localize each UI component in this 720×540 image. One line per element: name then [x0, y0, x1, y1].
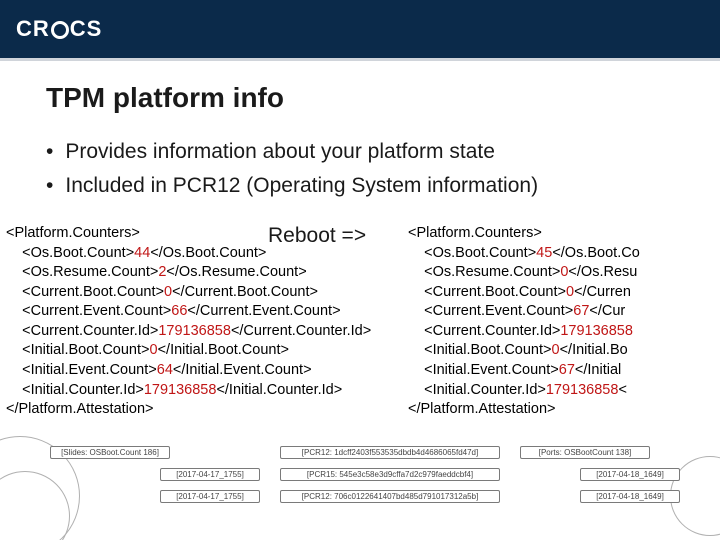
logo-ring-icon: [51, 21, 69, 39]
current-boot-count: 0: [566, 284, 574, 300]
diagram-box: [Slides: OSBoot.Count 186]: [50, 446, 170, 459]
bullet-list: Provides information about your platform…: [46, 140, 686, 208]
xml-right-block: <Platform.Counters> <Os.Boot.Count>45</O…: [408, 224, 720, 420]
xml-open: <Platform.Counters>: [6, 225, 140, 241]
initial-boot-count: 0: [552, 342, 560, 358]
current-counter-id: 179136858: [158, 323, 231, 339]
diagram-box: [2017-04-17_1755]: [160, 490, 260, 503]
logo-text-left: CR: [16, 16, 50, 42]
xml-left-block: <Platform.Counters> <Os.Boot.Count>44</O…: [6, 224, 371, 420]
diagram-box: [2017-04-17_1755]: [160, 468, 260, 481]
header-divider: [0, 58, 720, 61]
diagram-box: [PCR12: 706c0122641407bd485d791017312a5b…: [280, 490, 500, 503]
xml-open: <Platform.Counters>: [408, 225, 542, 241]
diagram-box: [PCR15: 545e3c58e3d9cffa7d2c979faeddcbf4…: [280, 468, 500, 481]
current-event-count: 67: [573, 303, 589, 319]
xml-close: </Platform.Attestation>: [6, 401, 154, 417]
os-boot-count: 44: [134, 245, 150, 261]
current-boot-count: 0: [164, 284, 172, 300]
current-counter-id: 179136858: [560, 323, 633, 339]
initial-counter-id: 179136858: [546, 382, 619, 398]
diagram-box: [PCR12: 1dcff2403f553535dbdb4d4686065fd4…: [280, 446, 500, 459]
bullet-item: Provides information about your platform…: [46, 140, 686, 164]
initial-counter-id: 179136858: [144, 382, 217, 398]
bullet-item: Included in PCR12 (Operating System info…: [46, 174, 686, 198]
slide-title: TPM platform info: [46, 82, 284, 114]
current-event-count: 66: [171, 303, 187, 319]
diagram-box: [2017-04-18_1649]: [580, 468, 680, 481]
diagram-box: [2017-04-18_1649]: [580, 490, 680, 503]
logo: CR CS: [16, 16, 102, 42]
initial-event-count: 67: [559, 362, 575, 378]
initial-boot-count: 0: [150, 342, 158, 358]
bullet-text: Provides information about your platform…: [65, 140, 495, 164]
logo-text-right: CS: [70, 16, 103, 42]
initial-event-count: 64: [157, 362, 173, 378]
xml-close: </Platform.Attestation>: [408, 401, 556, 417]
header-bar: CR CS: [0, 0, 720, 58]
bullet-text: Included in PCR12 (Operating System info…: [65, 174, 538, 198]
os-boot-count: 45: [536, 245, 552, 261]
bottom-diagram: [Slides: OSBoot.Count 186] [2017-04-17_17…: [0, 446, 720, 530]
diagram-box: [Ports: OSBootCount 138]: [520, 446, 650, 459]
